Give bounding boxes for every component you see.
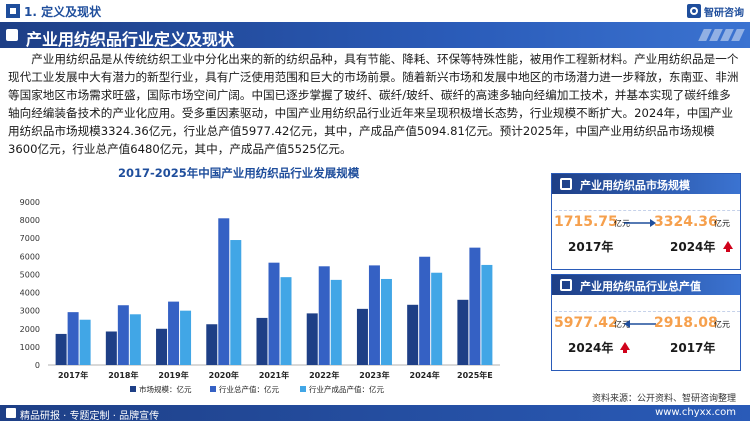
y-tick-label: 1000 bbox=[20, 343, 40, 352]
bar-1 bbox=[256, 317, 268, 365]
market-size-card: 产业用纺织品市场规模 1715.75 亿元 3324.36 亿元 2017年 2… bbox=[551, 173, 741, 270]
section-square-icon bbox=[6, 4, 20, 18]
brand-logo: 智研咨询 bbox=[687, 3, 744, 19]
x-tick-label: 2025年E bbox=[457, 370, 493, 380]
up-arrow-icon bbox=[723, 241, 733, 252]
divider bbox=[554, 210, 740, 236]
legend-label: 行业产成品产值：亿元 bbox=[309, 384, 384, 394]
card-header: 产业用纺织品行业总产值 bbox=[552, 275, 740, 295]
bar-1 bbox=[306, 313, 318, 365]
y-tick-label: 3000 bbox=[20, 307, 40, 316]
section-title: 1. 定义及现状 bbox=[24, 5, 102, 19]
x-tick-label: 2019年 bbox=[158, 370, 188, 380]
card-right-value: 3324.36 bbox=[654, 214, 718, 230]
card-title: 产业用纺织品市场规模 bbox=[580, 179, 690, 192]
bar-2 bbox=[67, 312, 79, 365]
bar-2 bbox=[318, 266, 330, 365]
bar-1 bbox=[206, 324, 218, 365]
y-tick-label: 0 bbox=[35, 361, 40, 370]
card-left-value: 1715.75 bbox=[554, 214, 618, 230]
bar-1 bbox=[457, 299, 469, 365]
page-header: 产业用纺织品行业定义及现状 bbox=[0, 22, 750, 49]
card-left-year: 2017年 bbox=[568, 240, 614, 254]
header-stripes-decoration bbox=[698, 29, 745, 41]
bar-2 bbox=[469, 247, 481, 365]
card-right-value: 2918.08 bbox=[654, 315, 718, 331]
bar-3 bbox=[330, 279, 342, 365]
y-tick-label: 4000 bbox=[20, 289, 40, 298]
brand-logo-icon bbox=[687, 4, 701, 18]
intro-paragraph: 产业用纺织品是从传统纺织工业中分化出来的新的纺织品种，具有节能、降耗、环保等特殊… bbox=[8, 52, 739, 156]
x-tick-label: 2022年 bbox=[309, 370, 339, 380]
total-output-card: 产业用纺织品行业总产值 5977.42 亿元 2918.08 亿元 2024年 … bbox=[551, 274, 741, 371]
x-tick-label: 2021年 bbox=[259, 370, 289, 380]
bar-3 bbox=[230, 240, 242, 365]
brand-logo-text: 智研咨询 bbox=[704, 7, 744, 19]
y-tick-label: 6000 bbox=[20, 252, 40, 261]
divider bbox=[554, 311, 740, 337]
footer-icon bbox=[6, 408, 16, 418]
card-left-unit: 亿元 bbox=[614, 219, 630, 228]
bar-2 bbox=[117, 305, 129, 365]
card-right-year: 2024年 bbox=[670, 240, 716, 254]
bar-1 bbox=[407, 304, 419, 365]
bar-chart: 0 1000 2000 3000 4000 5000 6000 7000 8000 9000 201… bbox=[20, 198, 500, 394]
card-title-icon bbox=[560, 178, 572, 190]
card-right-unit: 亿元 bbox=[714, 320, 730, 329]
bar-3 bbox=[180, 310, 192, 365]
legend-swatch bbox=[210, 386, 216, 392]
up-arrow-icon bbox=[620, 342, 630, 353]
left-arrow-icon bbox=[624, 320, 656, 328]
y-tick-label: 9000 bbox=[20, 198, 40, 207]
right-arrow-icon bbox=[624, 219, 656, 227]
y-tick-label: 5000 bbox=[20, 270, 40, 279]
y-tick-label: 8000 bbox=[20, 216, 40, 225]
y-tick-label: 7000 bbox=[20, 234, 40, 243]
bar-1 bbox=[356, 308, 368, 365]
legend-swatch bbox=[300, 386, 306, 392]
page-footer: 精品研报 · 专题定制 · 品牌宣传 www.chyxx.com bbox=[0, 405, 750, 421]
legend-label: 市场规模：亿元 bbox=[139, 384, 192, 394]
card-title-icon bbox=[560, 279, 572, 291]
bar-3 bbox=[481, 264, 493, 365]
top-bar: 1. 定义及现状 智研咨询 bbox=[0, 0, 750, 22]
bar-3 bbox=[129, 314, 141, 365]
bar-1 bbox=[156, 328, 168, 365]
card-left-year: 2024年 bbox=[568, 341, 614, 355]
bar-2 bbox=[168, 301, 180, 365]
footer-tagline: 精品研报 · 专题定制 · 品牌宣传 bbox=[20, 411, 160, 421]
bar-2 bbox=[419, 256, 431, 365]
chart-title: 2017-2025年中国产业用纺织品行业发展规模 bbox=[118, 166, 360, 180]
bar-3 bbox=[79, 319, 91, 365]
card-left-value: 5977.42 bbox=[554, 315, 618, 331]
x-tick-label: 2018年 bbox=[108, 370, 138, 380]
x-tick-label: 2023年 bbox=[359, 370, 389, 380]
x-tick-label: 2020年 bbox=[209, 370, 239, 380]
footer-website: www.chyxx.com bbox=[655, 407, 736, 418]
bar-2 bbox=[218, 218, 230, 365]
bar-1 bbox=[55, 333, 67, 365]
legend-swatch bbox=[130, 386, 136, 392]
card-right-unit: 亿元 bbox=[714, 219, 730, 228]
bar-3 bbox=[431, 272, 443, 365]
card-left-unit: 亿元 bbox=[614, 320, 630, 329]
card-title: 产业用纺织品行业总产值 bbox=[580, 280, 701, 293]
page-title: 产业用纺织品行业定义及现状 bbox=[26, 30, 235, 49]
bar-2 bbox=[368, 265, 380, 365]
bar-1 bbox=[105, 331, 117, 365]
legend-label: 行业总产值：亿元 bbox=[219, 384, 279, 394]
header-marker-icon bbox=[6, 29, 18, 41]
bar-2 bbox=[268, 262, 280, 365]
card-right-year: 2017年 bbox=[670, 341, 716, 355]
x-tick-label: 2024年 bbox=[410, 370, 440, 380]
x-tick-label: 2017年 bbox=[58, 370, 88, 380]
bar-3 bbox=[380, 278, 392, 365]
source-note: 资料来源：公开资料、智研咨询整理 bbox=[591, 394, 736, 404]
bar-3 bbox=[280, 277, 292, 365]
card-header: 产业用纺织品市场规模 bbox=[552, 174, 740, 194]
y-tick-label: 2000 bbox=[20, 325, 40, 334]
